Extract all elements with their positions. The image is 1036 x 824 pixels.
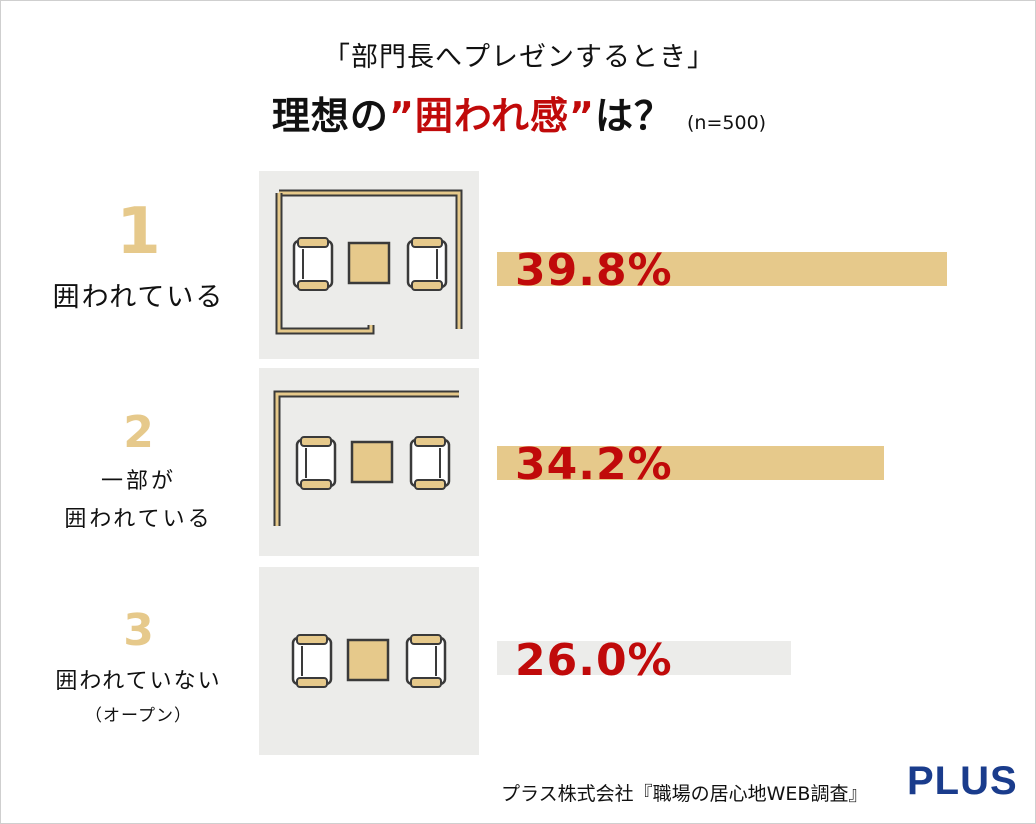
layout-illustration-enclosed [259, 171, 479, 359]
bar-track-2 [497, 446, 947, 480]
plus-logo: PLUS [907, 759, 1018, 803]
row-1-label: 1 囲われている [21, 197, 256, 314]
bar-1 [497, 252, 947, 286]
title-part-1: 理想の [271, 94, 389, 138]
chart-title: 理想の”囲われ感”は？ (n=500) [1, 85, 1036, 140]
row-2-label: 2 一部が 囲われている [21, 409, 256, 539]
bar-track-3 [497, 641, 947, 675]
title-accent: ”囲われ感” [388, 94, 595, 138]
chart-subtitle: 「部門長へプレゼンするとき」 [323, 42, 715, 73]
bar-value-3: 26.0% [515, 635, 673, 686]
bar-3 [497, 641, 791, 675]
category-label-3-note: （オープン） [85, 706, 192, 726]
sample-size: (n=500) [687, 112, 767, 134]
bar-value-1: 39.8% [515, 245, 673, 296]
title-part-2: は？ [595, 94, 674, 138]
layout-illustration-open [259, 567, 479, 755]
layout-illustration-partial [259, 368, 479, 556]
bar-value-2: 34.2% [515, 439, 673, 490]
bar-track-1 [497, 252, 947, 286]
partially-enclosed-room-icon [273, 390, 459, 526]
enclosed-room-icon [275, 189, 463, 335]
category-label-2-line-1: 一部が [100, 469, 176, 494]
category-label-3: 囲われていない [55, 669, 222, 694]
rank-2: 2 [123, 407, 154, 458]
category-label-1: 囲われている [52, 282, 225, 313]
open-layout-icon [291, 634, 447, 688]
rank-1: 1 [116, 195, 161, 269]
source-credit: プラス株式会社『職場の居心地WEB調査』 [501, 783, 868, 805]
rank-3: 3 [123, 605, 154, 656]
row-3-label: 3 囲われていない （オープン） [21, 607, 256, 731]
bar-2 [497, 446, 884, 480]
category-label-2-line-2: 囲われている [64, 507, 213, 532]
